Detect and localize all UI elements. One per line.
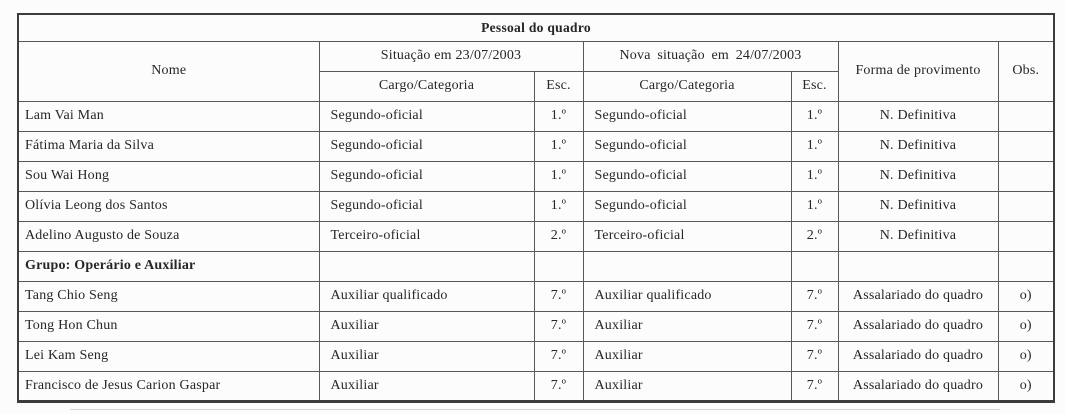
table-row: Sou Wai Hong Segundo-oficial 1.º Segundo-of… [17,160,1055,192]
col-header-situacao: Situação em 23/07/2003 [318,40,584,72]
cell-cargo-depois: Auxiliar [582,370,792,402]
header-row-groups: Nome Situação em 23/07/2003 Nova situaçã… [17,40,1055,102]
cell-esc-depois: 1.º [790,100,839,132]
cell-cargo-depois: Auxiliar [582,340,792,372]
table-title-row: Pessoal do quadro [17,13,1055,42]
cell-nome: Sou Wai Hong [17,160,320,192]
col-header-cargo-depois: Cargo/Categoria [582,70,792,102]
cell-obs: o) [997,310,1055,342]
table-title: Pessoal do quadro [17,13,1055,42]
cell-cargo-depois: Segundo-oficial [582,130,792,162]
table-row: Tong Hon Chun Auxiliar 7.º Auxiliar 7.º Assal… [17,310,1055,342]
cell-forma-de-provimento: N. Definitiva [837,100,999,132]
cell-cargo-depois [582,250,792,282]
table-row: Tang Chio Seng Auxiliar qualificado 7.º Aux… [17,280,1055,312]
cell-obs: o) [997,370,1055,402]
cell-forma-de-provimento: N. Definitiva [837,130,999,162]
cell-nome: Adelino Augusto de Souza [17,220,320,252]
col-header-obs: Obs. [997,40,1055,102]
cell-cargo-depois: Auxiliar qualificado [582,280,792,312]
cell-cargo-antes: Auxiliar [318,370,535,402]
table-row: Lei Kam Seng Auxiliar 7.º Auxiliar 7.º Assala… [17,340,1055,372]
cell-nome: Lei Kam Seng [17,340,320,372]
cell-forma-de-provimento: N. Definitiva [837,190,999,222]
cell-obs [997,220,1055,252]
cell-obs [997,250,1055,282]
cell-esc-antes: 7.º [533,310,584,342]
cell-esc-depois [790,250,839,282]
cell-obs: o) [997,280,1055,312]
cell-obs [997,130,1055,162]
cell-esc-antes: 1.º [533,100,584,132]
cell-cargo-antes: Segundo-oficial [318,190,535,222]
cell-esc-antes: 7.º [533,370,584,402]
cell-cargo-depois: Terceiro-oficial [582,220,792,252]
cell-cargo-depois: Auxiliar [582,310,792,342]
cell-cargo-depois: Segundo-oficial [582,160,792,192]
col-header-cargo-antes: Cargo/Categoria [318,70,535,102]
cell-cargo-antes: Segundo-oficial [318,100,535,132]
cell-obs [997,160,1055,192]
col-header-nova-situacao: Nova situação em 24/07/2003 [582,40,839,72]
header-row-sub: Cargo/Categoria Esc. Cargo/Categoria Esc… [18,70,1054,102]
cell-esc-depois: 1.º [790,160,839,192]
cell-obs [997,100,1055,132]
col-header-esc-antes: Esc. [533,70,584,102]
cell-esc-depois: 7.º [790,340,839,372]
cell-forma-de-provimento: Assalariado do quadro [837,280,999,312]
table-row: Lam Vai Man Segundo-oficial 1.º Segundo-ofi… [17,100,1055,132]
cell-esc-depois: 1.º [790,190,839,222]
cell-cargo-depois: Segundo-oficial [582,100,792,132]
cell-esc-depois: 7.º [790,370,839,402]
cell-nome: Fátima Maria da Silva [17,130,320,162]
cell-cargo-antes: Segundo-oficial [318,130,535,162]
cell-cargo-antes: Auxiliar qualificado [318,280,535,312]
cell-nome: Tong Hon Chun [17,310,320,342]
cell-nome: Grupo: Operário e Auxiliar [17,250,320,282]
col-header-esc-depois: Esc. [790,70,839,102]
cell-cargo-depois: Segundo-oficial [582,190,792,222]
cell-esc-antes: 7.º [533,280,584,312]
cell-nome: Francisco de Jesus Carion Gaspar [17,370,320,402]
cell-nome: Olívia Leong dos Santos [17,190,320,222]
cell-forma-de-provimento [837,250,999,282]
cell-esc-antes: 1.º [533,130,584,162]
cell-esc-depois: 1.º [790,130,839,162]
table-row: Olívia Leong dos Santos Segundo-oficial 1.… [17,190,1055,222]
cell-esc-antes: 2.º [533,220,584,252]
col-header-forma-de-provimento: Forma de provimento [837,40,999,102]
table-row: Adelino Augusto de Souza Terceiro-oficial… [17,220,1055,252]
cell-esc-depois: 2.º [790,220,839,252]
cell-forma-de-provimento: Assalariado do quadro [837,310,999,342]
cell-forma-de-provimento: Assalariado do quadro [837,370,999,402]
cell-cargo-antes: Auxiliar [318,310,535,342]
cell-esc-depois: 7.º [790,310,839,342]
table-body: Lam Vai Man Segundo-oficial 1.º Segundo-ofi… [17,100,1055,402]
cell-esc-antes: 1.º [533,160,584,192]
cell-esc-depois: 7.º [790,280,839,312]
table-row: Fátima Maria da Silva Segundo-oficial 1.º S… [17,130,1055,162]
cell-cargo-antes: Terceiro-oficial [318,220,535,252]
cell-cargo-antes: Auxiliar [318,340,535,372]
cell-cargo-antes: Segundo-oficial [318,160,535,192]
pessoal-do-quadro-table: Pessoal do quadro Nome Situação em 23/07… [17,13,1056,403]
cell-forma-de-provimento: N. Definitiva [837,220,999,252]
cell-esc-antes: 7.º [533,340,584,372]
cell-forma-de-provimento: Assalariado do quadro [837,340,999,372]
group-header-row: Grupo: Operário e Auxiliar [17,250,1055,282]
cell-nome: Tang Chio Seng [17,280,320,312]
cell-nome: Lam Vai Man [17,100,320,132]
cell-obs [997,190,1055,222]
cell-obs: o) [997,340,1055,372]
cell-forma-de-provimento: N. Definitiva [837,160,999,192]
cell-esc-antes [533,250,584,282]
table-row: Francisco de Jesus Carion Gaspar Auxiliar… [17,370,1055,402]
col-header-nome: Nome [17,40,320,102]
cell-esc-antes: 1.º [533,190,584,222]
cell-cargo-antes [318,250,535,282]
